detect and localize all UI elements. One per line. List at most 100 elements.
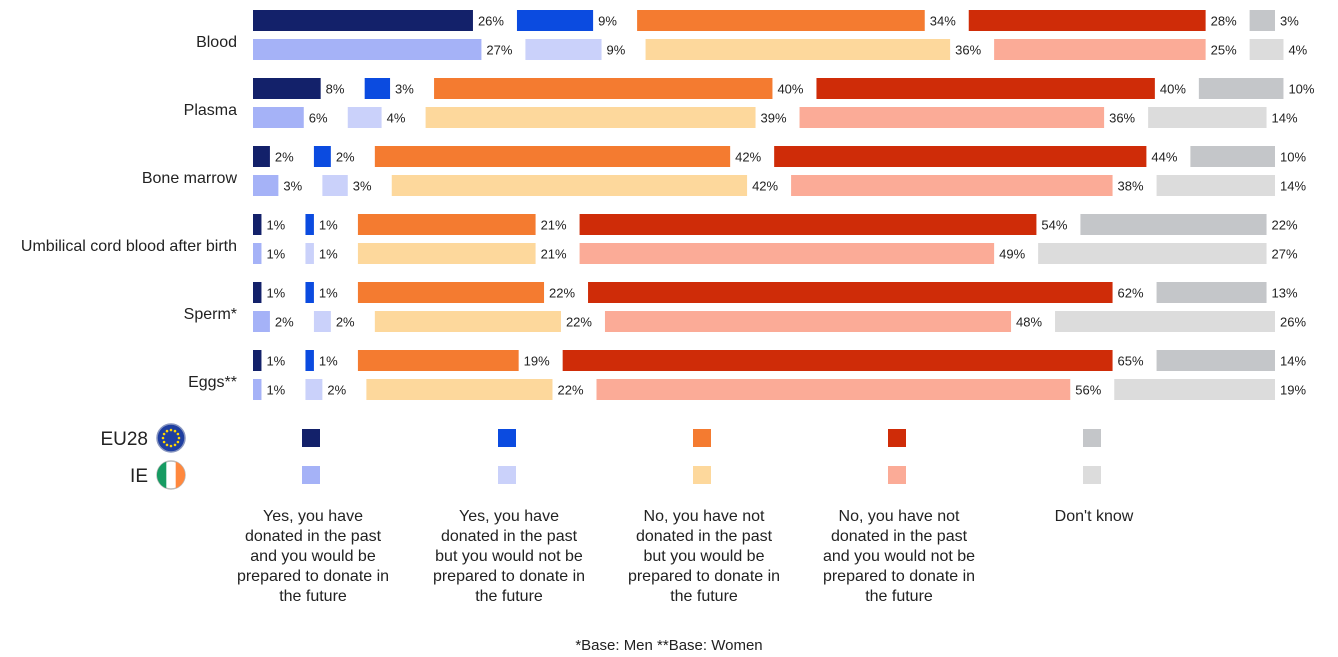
bar-segment [1038,243,1267,264]
data-label: 4% [387,111,406,126]
data-label: 19% [524,354,550,369]
bar-segment [347,107,382,128]
legend-answer-label: Yes, you have [263,508,363,525]
legend-group-label: EU28 [100,429,148,450]
bar-segment [253,282,262,303]
data-label: 1% [319,354,338,369]
bar-segment [305,350,314,371]
bar-segment [645,39,951,60]
bar-segment [994,39,1206,60]
legend-swatch [1083,466,1101,484]
eu-flag-star [162,440,166,444]
legend-swatch [302,466,320,484]
data-label: 36% [955,43,981,58]
bar-segment [313,146,331,167]
legend-answer-label: the future [670,588,738,605]
bar-segment [1080,214,1267,235]
data-label: 14% [1280,179,1306,194]
footnote: *Base: Men **Base: Women [575,637,763,654]
data-label: 19% [1280,383,1306,398]
data-label: 49% [999,247,1025,262]
bar-segment [374,146,731,167]
data-label: 1% [319,218,338,233]
data-label: 22% [549,286,575,301]
bar-segment [579,214,1037,235]
bar-segment [1156,175,1275,196]
bar-segment [253,107,304,128]
bar-segment [1156,350,1275,371]
eu-flag-star [173,443,177,447]
eu-flag-star [176,440,180,444]
legend-swatch [1083,429,1101,447]
legend-answer-label: No, you have not [839,508,961,525]
data-label: 1% [266,218,285,233]
bar-segment [253,39,482,60]
legend-answer-label: Don't know [1055,508,1134,525]
bar-segment [604,311,1012,332]
data-label: 25% [1211,43,1237,58]
bar-segment [791,175,1113,196]
data-label: 22% [566,315,592,330]
bar-segment [562,350,1113,371]
legend-swatch [498,429,516,447]
data-label: 40% [1160,82,1186,97]
bar-segment [579,243,995,264]
data-label: 48% [1016,315,1042,330]
data-label: 27% [1272,247,1298,262]
ireland-flag-orange [175,461,186,489]
data-label: 2% [336,150,355,165]
bar-segment [1190,146,1275,167]
legend-answer-label: but you would not be [435,548,583,565]
data-label: 1% [319,286,338,301]
data-label: 62% [1118,286,1144,301]
legend-answer-label: donated in the past [441,528,578,545]
bar-segment [1249,39,1284,60]
category-label: Eggs** [188,374,237,391]
data-label: 1% [266,383,285,398]
data-label: 10% [1288,82,1314,97]
data-label: 22% [1272,218,1298,233]
bar-segment [305,379,323,400]
bar-segment [596,379,1071,400]
legend-answer-label: Yes, you have [459,508,559,525]
bar-segment [357,214,536,235]
bar-segment [253,78,321,99]
data-label: 3% [283,179,302,194]
legend-swatch [888,429,906,447]
bar-segment [253,379,262,400]
bar-segment [253,243,262,264]
legend-swatch [693,429,711,447]
data-label: 56% [1075,383,1101,398]
data-label: 14% [1280,354,1306,369]
bar-segment [525,39,602,60]
data-label: 2% [275,315,294,330]
data-label: 39% [761,111,787,126]
eu-flag-star [165,443,169,447]
data-label: 44% [1151,150,1177,165]
data-label: 42% [752,179,778,194]
bar-segment [391,175,748,196]
data-label: 9% [607,43,626,58]
data-label: 34% [930,14,956,29]
bar-segment [253,214,262,235]
data-label: 13% [1272,286,1298,301]
data-label: 21% [541,218,567,233]
bar-segment [364,78,391,99]
data-label: 28% [1211,14,1237,29]
data-label: 1% [319,247,338,262]
eu-flag-star [176,432,180,436]
legend-answer-label: prepared to donate in [823,568,975,585]
bar-segment [357,243,536,264]
data-label: 2% [327,383,346,398]
data-label: 26% [1280,315,1306,330]
legend-answer-label: prepared to donate in [628,568,780,585]
legend-answer-label: the future [475,588,543,605]
data-label: 22% [558,383,584,398]
bar-segment [774,146,1147,167]
bar-segment [322,175,348,196]
data-label: 1% [266,354,285,369]
legend-answer-label: the future [279,588,347,605]
bar-segment [313,311,331,332]
data-label: 54% [1041,218,1067,233]
